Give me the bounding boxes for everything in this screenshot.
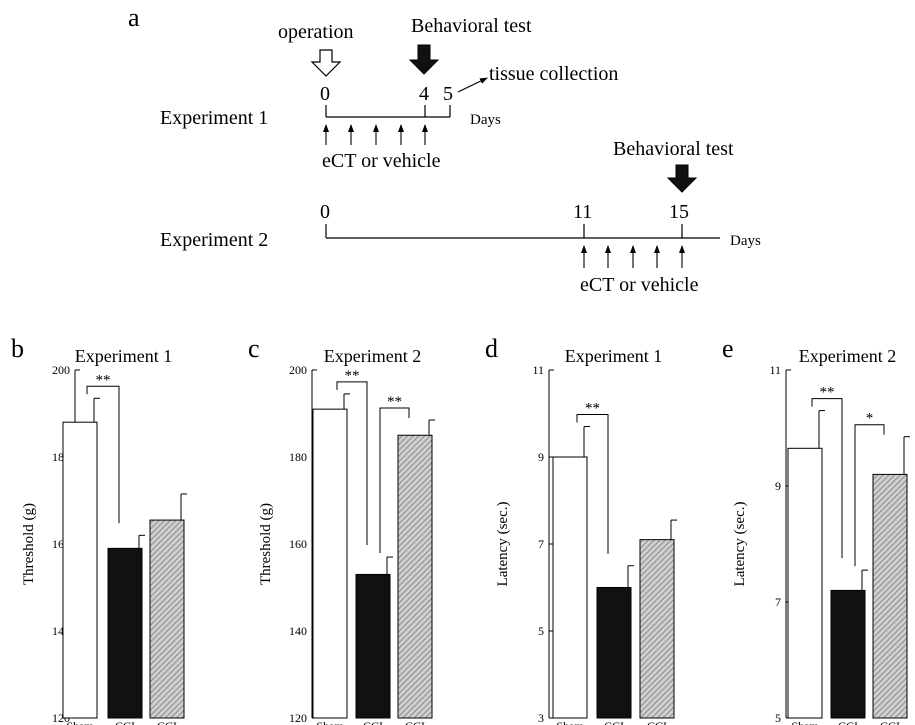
y-tick-label: 5 (775, 711, 781, 725)
category-label: CCI (157, 719, 177, 725)
panel-letter-d: d (485, 334, 498, 363)
bar (872, 473, 908, 719)
exp2-tick-0: 0 (320, 201, 330, 223)
chart-title: Experiment 1 (565, 346, 662, 366)
category-label: Sham (316, 719, 344, 725)
bar (62, 421, 98, 719)
category-label: Sham (556, 719, 584, 725)
panel-letter-c: c (248, 334, 260, 363)
exp1-injection-arrows (323, 124, 428, 145)
category-label: CCI (115, 719, 135, 725)
chart-panel-c: c Experiment 2 120 140 160 180 200 Threshold (g… (248, 334, 435, 725)
significance-bracket (86, 385, 120, 524)
operation-label: operation (278, 21, 354, 43)
bar (312, 408, 348, 719)
panel-letter-e: e (722, 334, 734, 363)
y-axis-label: Threshold (g) (258, 503, 274, 585)
bar-charts: b Experiment 1 120 140 160 180 200 Threshold (g… (11, 334, 910, 725)
category-label: CCI (363, 719, 383, 725)
exp1-tick-0: 0 (320, 83, 330, 105)
exp2-treatment-label: eCT or vehicle (580, 274, 699, 296)
y-axis-label: Latency (sec.) (732, 502, 748, 587)
behavioral-test-label-2: Behavioral test (613, 138, 734, 160)
behavioral-test-arrow-icon-1 (408, 44, 440, 75)
category-label: CCI (880, 719, 900, 725)
category-label: CCI (647, 719, 667, 725)
significance-label: ** (585, 401, 600, 417)
significance-label: ** (820, 385, 835, 401)
tissue-collection-arrow-icon (457, 77, 488, 93)
significance-bracket (379, 407, 410, 554)
exp2-days-label: Days (730, 233, 761, 249)
bar (787, 447, 823, 719)
exp2-tick-11: 11 (573, 201, 592, 223)
timeline-panel: a operation Behavioral test tissue colle… (128, 3, 761, 296)
y-axis-label: Threshold (g) (21, 503, 37, 585)
category-label: CCI (405, 719, 425, 725)
bar (830, 589, 866, 719)
y-tick-label: 200 (289, 363, 307, 377)
significance-bracket (854, 424, 885, 567)
category-label: CCI (838, 719, 858, 725)
exp2-tick-15: 15 (669, 201, 689, 223)
experiment2-label: Experiment 2 (160, 229, 268, 251)
operation-arrow-icon (310, 49, 342, 77)
y-axis-label: Latency (sec.) (495, 502, 511, 587)
y-tick-label: 180 (289, 450, 307, 464)
y-tick-label: 7 (538, 537, 544, 551)
bar (355, 573, 391, 719)
exp1-days-label: Days (470, 112, 501, 128)
y-tick-label: 200 (52, 363, 70, 377)
category-label: Sham (66, 719, 94, 725)
chart-title: Experiment 1 (75, 346, 172, 366)
significance-label: ** (96, 372, 111, 388)
y-tick-label: 120 (289, 711, 307, 725)
panel-letter-b: b (11, 334, 24, 363)
exp2-injection-arrows (581, 245, 685, 268)
y-tick-label: 9 (538, 450, 544, 464)
bar (107, 547, 143, 719)
behavioral-test-arrow-icon-2 (666, 164, 698, 193)
category-label: Sham (791, 719, 819, 725)
chart-title: Experiment 2 (799, 346, 896, 366)
experiment1-timeline: operation Behavioral test tissue collect… (160, 15, 618, 172)
bar (596, 587, 632, 719)
y-tick-label: 140 (289, 624, 307, 638)
tissue-collection-label: tissue collection (489, 63, 618, 85)
y-tick-label: 7 (775, 595, 781, 609)
exp1-tick-day5: 5 (443, 83, 453, 105)
significance-label: ** (387, 394, 402, 410)
y-tick-label: 3 (538, 711, 544, 725)
bar (552, 456, 588, 719)
y-tick-label: 5 (538, 624, 544, 638)
significance-label: ** (345, 368, 360, 384)
experiment2-timeline: Behavioral test 0 11 15 Days Experiment … (160, 138, 761, 296)
y-tick-label: 9 (775, 479, 781, 493)
exp1-treatment-label: eCT or vehicle (322, 150, 441, 172)
significance-label: * (866, 411, 874, 427)
exp1-tick-day4: 4 (419, 83, 429, 105)
bar (149, 519, 185, 719)
y-tick-label: 11 (769, 363, 781, 377)
y-tick-label: 11 (532, 363, 544, 377)
significance-bracket (811, 398, 843, 559)
y-tick-label: 160 (289, 537, 307, 551)
experiment1-label: Experiment 1 (160, 107, 268, 129)
category-label: CCI (604, 719, 624, 725)
significance-bracket (576, 414, 609, 554)
significance-bracket (336, 381, 368, 546)
behavioral-test-label-1: Behavioral test (411, 15, 532, 37)
bar (397, 434, 433, 719)
bar (639, 539, 675, 719)
chart-title: Experiment 2 (324, 346, 421, 366)
panel-letter-a: a (128, 3, 140, 32)
